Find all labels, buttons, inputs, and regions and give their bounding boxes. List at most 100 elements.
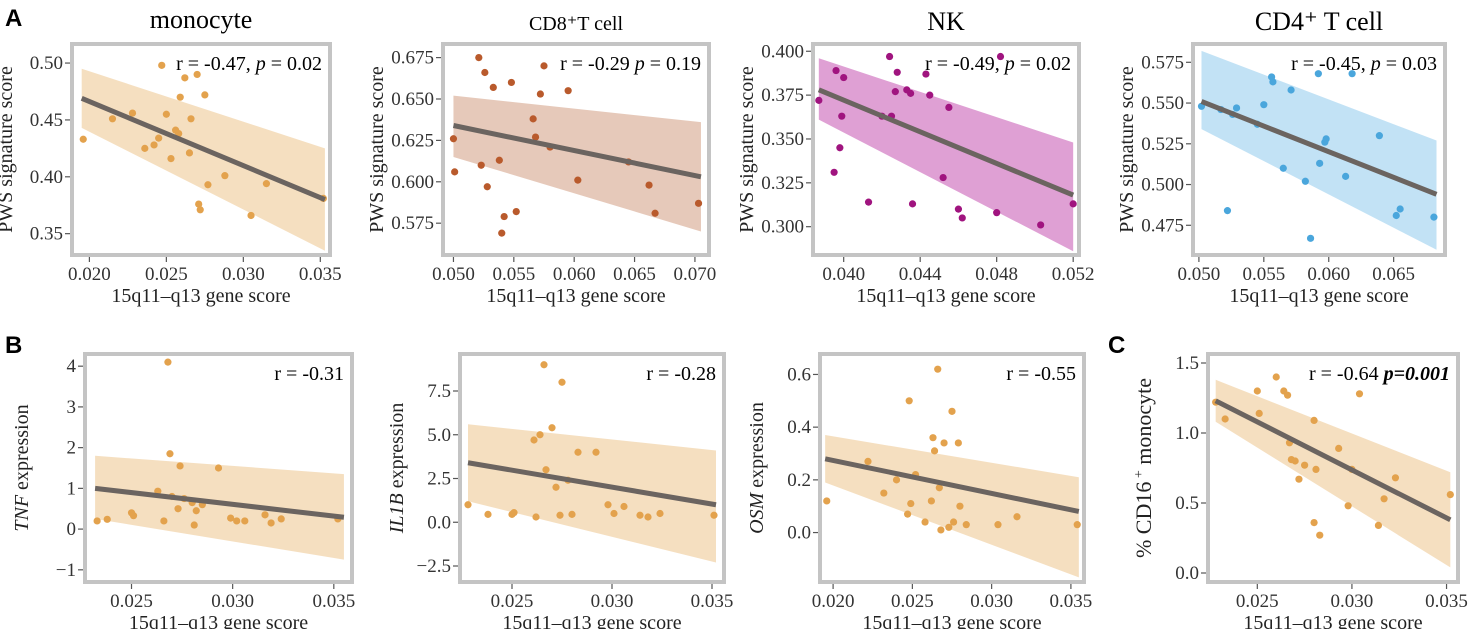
- regression-line: [1214, 398, 1452, 523]
- chart-title: CD4⁺ T cell: [1255, 7, 1383, 36]
- y-tick-label: 0.575: [1141, 52, 1184, 73]
- y-tick-label: 0.4: [787, 417, 811, 438]
- x-tick-label: 0.025: [491, 591, 534, 612]
- plot-frame: [441, 42, 711, 257]
- y-axis-plus: +: [1132, 470, 1147, 482]
- data-point: [449, 135, 458, 143]
- y-axis-cd16: CD16: [1131, 482, 1156, 535]
- data-point: [536, 90, 544, 98]
- regression-line: [1200, 99, 1438, 197]
- data-point: [531, 133, 540, 141]
- data-point: [644, 513, 652, 521]
- x-axis-label: 15q11–q13 gene score: [1243, 612, 1422, 629]
- data-point: [568, 510, 576, 518]
- data-point: [574, 448, 582, 456]
- data-point: [908, 200, 917, 208]
- data-point: [1374, 521, 1383, 530]
- data-point: [540, 361, 548, 369]
- data-point: [150, 141, 158, 149]
- plot-frame: [818, 352, 1086, 584]
- x-tick-label: 0.035: [1050, 591, 1093, 612]
- y-axis-pct: %: [1131, 534, 1156, 558]
- data-point: [277, 515, 285, 523]
- confidence-band: [468, 424, 716, 563]
- data-point: [558, 378, 566, 386]
- data-point: [904, 510, 912, 518]
- x-tick-label: 0.065: [613, 264, 656, 285]
- data-point: [1221, 415, 1229, 423]
- r-value: r = -0.31: [274, 363, 344, 385]
- data-point: [694, 199, 703, 207]
- plot-area: [93, 358, 345, 560]
- x-tick-label: 0.055: [492, 264, 535, 285]
- p-value: = 0.03: [1381, 53, 1437, 75]
- y-axis-suffix: expression: [11, 404, 33, 495]
- data-point: [247, 211, 255, 220]
- y-tick-label: 3: [67, 397, 77, 418]
- charts-layer: 0.020 0.025 0.030 0.0350.350.400.450.5015q1…: [0, 5, 1468, 629]
- data-point: [512, 208, 520, 216]
- y-tick-label: 2.5: [427, 469, 451, 490]
- x-tick-label: 0.030: [1331, 591, 1374, 612]
- confidence-band: [1215, 379, 1451, 568]
- data-point: [893, 68, 901, 76]
- data-point: [592, 448, 600, 456]
- data-point: [564, 87, 572, 95]
- x-axis-label: 15q11–q13 gene score: [486, 285, 665, 307]
- correlation-annotation: r = -0.29 p = 0.19: [560, 53, 701, 75]
- plot-area: [1212, 373, 1454, 568]
- data-point: [1287, 86, 1295, 94]
- data-point: [498, 229, 506, 237]
- y-tick-label: 0.5: [1175, 493, 1199, 514]
- data-point: [93, 517, 101, 525]
- data-point: [193, 70, 201, 79]
- r-value: r = -0.29: [560, 53, 630, 75]
- data-point: [1301, 461, 1309, 469]
- data-point: [1342, 172, 1350, 180]
- data-point: [892, 476, 901, 484]
- data-point: [176, 462, 184, 470]
- plot-frame: [458, 352, 726, 584]
- data-point: [926, 91, 934, 99]
- data-point: [939, 173, 947, 182]
- x-tick-label: 0.065: [1372, 264, 1415, 285]
- data-point: [1306, 234, 1315, 242]
- r-value: r = -0.45,: [1291, 53, 1366, 75]
- plot-area: [815, 52, 1077, 252]
- p-label: p=0.001: [1379, 363, 1450, 385]
- panel-label-a: A: [5, 5, 22, 32]
- plot-area: [79, 61, 327, 251]
- data-point: [921, 518, 929, 526]
- data-point: [1322, 135, 1330, 143]
- data-point: [233, 517, 241, 525]
- data-point: [477, 161, 485, 169]
- y-axis-label: OSM expression: [746, 402, 768, 534]
- data-point: [536, 431, 544, 439]
- data-point: [187, 115, 195, 123]
- data-point: [815, 96, 823, 104]
- y-axis-label: PWS signature score: [1116, 66, 1138, 233]
- scatter-chart-2: 0.050 0.055 0.060 0.065 0.070 0.575 0.600 0.625…: [366, 13, 716, 307]
- x-tick-label: 0.030: [222, 264, 265, 285]
- data-point: [201, 91, 209, 99]
- data-point: [103, 515, 111, 523]
- r-value: r = -0.55: [1006, 363, 1076, 385]
- data-point: [1279, 164, 1287, 172]
- data-point: [1396, 205, 1404, 213]
- plot-area: [1197, 50, 1438, 250]
- scatter-chart-5: 0.025 0.030 0.035 −1 0 1 2 3 4 15q11–q13 gene sco…: [11, 352, 355, 629]
- data-point: [885, 52, 894, 61]
- chart-title: monocyte: [150, 5, 253, 34]
- y-axis-label: PWS signature score: [366, 66, 388, 233]
- r-value: r = -0.28: [646, 363, 716, 385]
- y-tick-label: 0.550: [1141, 93, 1184, 114]
- correlation-annotation: r = -0.55: [1006, 363, 1076, 385]
- x-tick-label: 0.030: [211, 591, 254, 612]
- plot-frame: [1191, 42, 1447, 257]
- data-point: [195, 200, 203, 208]
- regression-line: [452, 123, 702, 180]
- y-tick-label: 0.325: [761, 173, 804, 194]
- y-tick-label: 0.650: [391, 89, 434, 110]
- x-tick-label: 0.020: [68, 264, 111, 285]
